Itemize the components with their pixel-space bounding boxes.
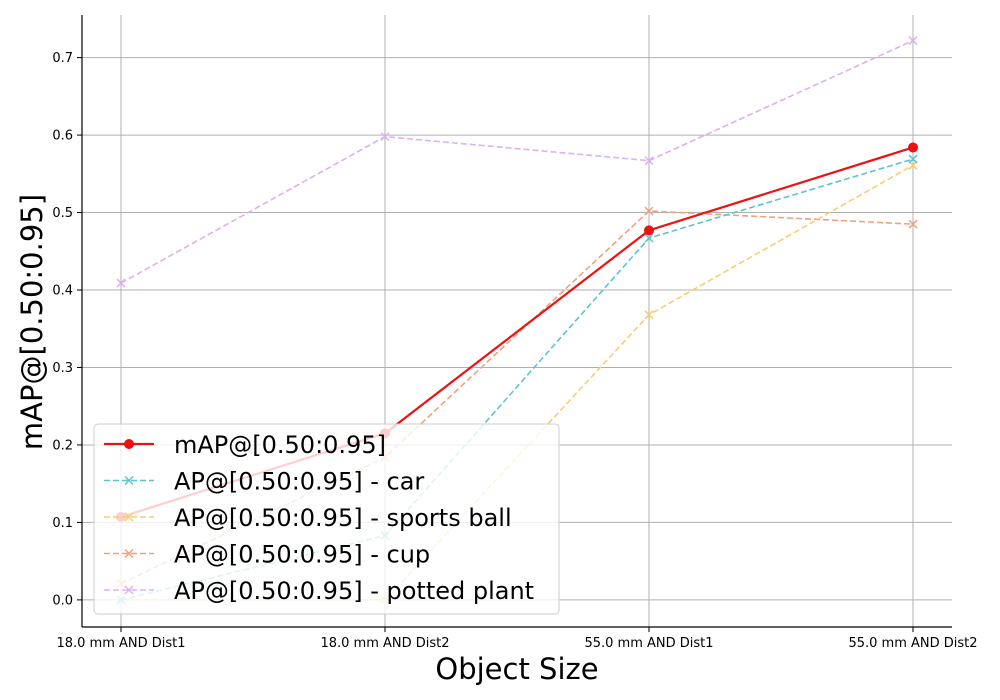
- legend-label: AP@[0.50:0.95] - cup: [174, 541, 430, 569]
- legend-label: AP@[0.50:0.95] - sports ball: [174, 504, 512, 532]
- data-point: [644, 156, 654, 166]
- marker-stroke: [644, 233, 654, 243]
- data-point: [644, 225, 654, 236]
- data-point: [908, 219, 918, 229]
- y-tick-label: 0.5: [52, 206, 73, 221]
- data-point: [644, 310, 654, 320]
- legend-swatch-marker: [124, 475, 134, 486]
- legend-swatch-marker: [124, 439, 134, 449]
- y-tick-label: 0.0: [52, 593, 73, 608]
- series-4: [116, 36, 918, 288]
- data-point: [908, 36, 918, 46]
- data-point: [908, 142, 918, 153]
- marker-stroke: [908, 36, 918, 46]
- legend-swatch-marker: [124, 512, 134, 522]
- marker-stroke: [908, 219, 918, 229]
- data-point: [380, 132, 390, 142]
- y-tick-label: 0.7: [52, 51, 73, 66]
- series-line: [120, 39, 914, 284]
- legend-entry: AP@[0.50:0.95] - sports ball: [104, 504, 512, 532]
- marker-stroke: [380, 132, 390, 142]
- data-point: [644, 233, 654, 243]
- y-tick-label: 0.4: [52, 284, 73, 299]
- legend-label: AP@[0.50:0.95] - potted plant: [174, 577, 534, 605]
- axes-layer: [81, 15, 952, 628]
- legend-swatch-marker: [124, 548, 134, 559]
- y-axis-title: mAP@[0.50:0.95]: [15, 194, 49, 450]
- marker-stroke: [644, 156, 654, 166]
- marker-stroke: [124, 512, 134, 522]
- legend-entry: AP@[0.50:0.95] - car: [104, 468, 424, 496]
- legend: mAP@[0.50:0.95] AP@[0.50:0.95] - car AP@[0…: [93, 423, 560, 615]
- y-tick-label: 0.6: [52, 129, 73, 144]
- marker-stroke: [644, 206, 654, 216]
- legend-label: AP@[0.50:0.95] - car: [174, 468, 424, 496]
- x-tick-label: 55.0 mm AND Dist2: [848, 636, 977, 651]
- marker-stroke: [908, 154, 918, 164]
- legend-entry: mAP@[0.50:0.95]: [104, 431, 386, 459]
- legend-swatch-marker: [124, 585, 134, 595]
- marker-stroke: [124, 585, 134, 595]
- marker-stroke: [124, 548, 134, 559]
- x-tick-label: 18.0 mm AND Dist1: [56, 636, 185, 651]
- data-point: [116, 278, 126, 288]
- marker-stroke: [644, 310, 654, 320]
- legend-entry: AP@[0.50:0.95] - cup: [104, 541, 430, 569]
- marker-stroke: [116, 278, 126, 288]
- y-tick-label: 0.2: [52, 438, 73, 453]
- y-tick-label: 0.1: [52, 516, 73, 531]
- x-tick-label: 55.0 mm AND Dist1: [584, 636, 713, 651]
- legend-entry: AP@[0.50:0.95] - potted plant: [104, 577, 534, 605]
- x-tick-label: 18.0 mm AND Dist2: [320, 636, 449, 651]
- data-point: [644, 206, 654, 216]
- marker-stroke: [124, 475, 134, 486]
- legend-box: [93, 423, 560, 615]
- data-point: [908, 154, 918, 164]
- x-axis-title: Object Size: [435, 652, 598, 686]
- y-tick-label: 0.3: [52, 361, 73, 376]
- legend-label: mAP@[0.50:0.95]: [174, 431, 386, 459]
- ticks-layer: 18.0 mm AND Dist1 18.0 mm AND Dist2 55.0 m…: [52, 51, 977, 651]
